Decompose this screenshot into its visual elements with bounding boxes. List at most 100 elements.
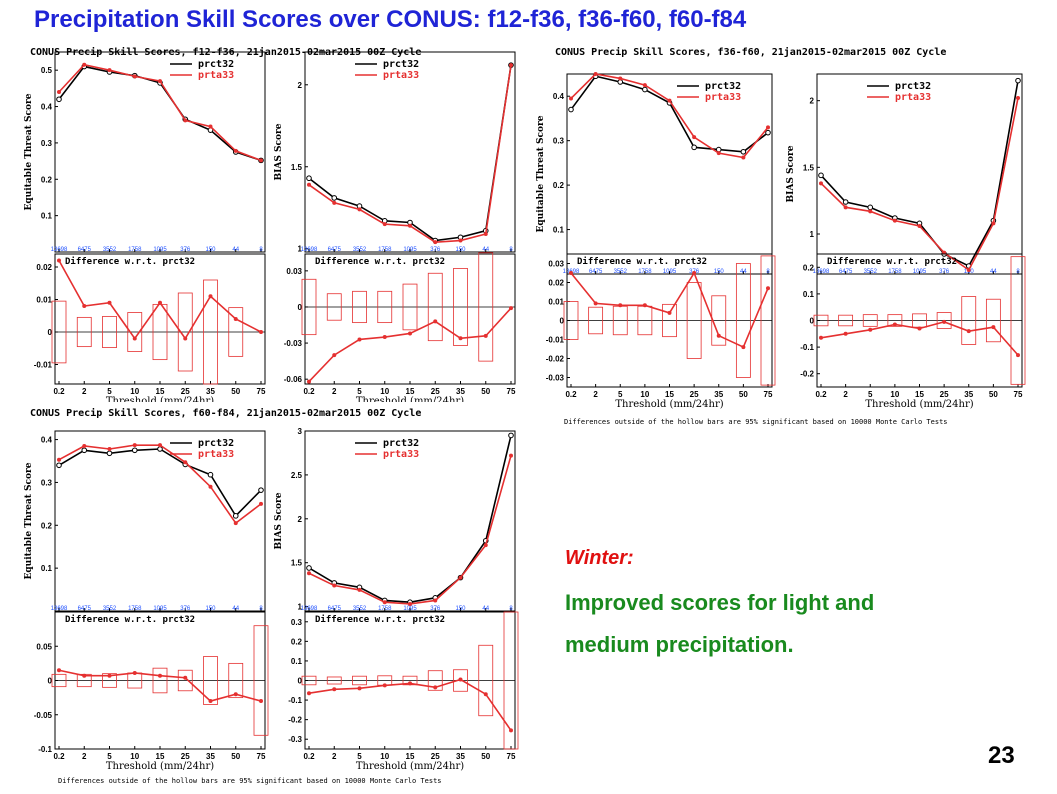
- bias-count-label: 44: [990, 269, 997, 275]
- ets-diff-diff-point: [667, 310, 672, 315]
- ets-diff-significance-bar: [51, 300, 67, 364]
- ets-diff-significance-bar: [686, 282, 702, 359]
- bias-diff-ytick-label: 0.1: [803, 290, 815, 299]
- bias-diff-title: Difference w.r.t. prct32: [315, 256, 445, 267]
- bias-diff-diff-point: [917, 326, 922, 331]
- bias-plot: 1 1.5 2 BIAS Score 13698 6475 3552 1758 1095 376 1…: [274, 51, 516, 254]
- ets-diff-ytick-label: -0.1: [38, 745, 52, 754]
- bias-diff-significance-bar: [813, 314, 829, 327]
- ets-diff-significance-bar: [228, 307, 244, 357]
- ets-diff-xtick-label: 15: [156, 752, 165, 761]
- ets-legend-label-prta33: prta33: [705, 92, 741, 103]
- ets-diff-significance-bar: [177, 669, 193, 692]
- bias-diff-plot: -0.2-0.100.10.20.2 2 5 10 15 25 35 50 75Threshol…: [800, 253, 1026, 410]
- bias-diff-diff-point: [942, 319, 947, 324]
- bias-count-label: 1095: [913, 269, 927, 275]
- bias-count-label: 3552: [353, 606, 367, 612]
- bias-diff-xtick-label: 25: [940, 390, 949, 399]
- ets-diff-ytick-label: -0.05: [34, 711, 53, 720]
- ets-point-prta33: [208, 124, 213, 129]
- bias-count-label: 8: [509, 247, 513, 253]
- ets-point-prta33: [692, 135, 697, 140]
- bias-line-prct32: [820, 80, 1019, 268]
- bias-diff-xlabel: Threshold (mm/24hr): [356, 761, 464, 772]
- ets-point-prta33: [741, 155, 746, 160]
- bias-point-prct32: [1015, 77, 1021, 84]
- ets-point-prct32: [131, 447, 138, 454]
- bias-count-label: 150: [964, 269, 975, 275]
- ets-point-prct32: [56, 96, 62, 103]
- bias-frame: [816, 73, 1023, 275]
- bias-point-prta33: [332, 200, 337, 205]
- bias-point-prta33: [843, 205, 848, 210]
- bias-diff-xtick-label: 25: [431, 387, 440, 396]
- bias-point-prta33: [509, 63, 513, 68]
- bias-point-prta33: [307, 182, 311, 187]
- bias-point-prct32: [306, 565, 312, 571]
- bias-point-prta33: [332, 583, 337, 588]
- bias-point-prta33: [433, 240, 438, 245]
- bias-count-label: 6475: [839, 269, 853, 275]
- ets-diff-xtick-label: 5: [107, 752, 112, 761]
- bias-count-label: 376: [939, 269, 950, 275]
- ets-ytick-label: 0.3: [41, 478, 53, 487]
- ets-point-prct32: [642, 86, 648, 93]
- bias-plot: 1 1.5 2 BIAS Score 13698 6475 3552 1758 1095 376 1…: [786, 73, 1023, 275]
- bias-diff-ytick-label: 0.03: [286, 267, 302, 276]
- bias-ylabel: BIAS Score: [274, 492, 284, 549]
- bias-count-label: 1758: [378, 606, 392, 612]
- ets-count-label: 13698: [51, 606, 68, 612]
- ets-diff-diff-point: [569, 271, 573, 275]
- bias-line-prct32: [308, 435, 512, 604]
- ets-diff-ytick-label: 0: [560, 317, 565, 326]
- bias-point-prct32: [306, 175, 312, 182]
- bias-plot: 1 1.5 2 2.5 3 BIAS Score 13698 6475 3552 1758 1095…: [274, 427, 516, 612]
- bias-point-prta33: [917, 224, 922, 228]
- ets-point-prta33: [107, 68, 112, 73]
- bias-count-label: 376: [430, 247, 441, 253]
- bias-count-label: 44: [482, 247, 489, 253]
- bias-diff-significance-bar: [936, 312, 952, 329]
- ets-diff-xtick-label: 35: [206, 752, 215, 761]
- bias-point-prta33: [357, 207, 362, 212]
- ets-point-prta33: [132, 74, 137, 79]
- ets-ytick-label: 0.2: [41, 521, 53, 530]
- ets-diff-xlabel: Threshold (mm/24hr): [106, 396, 214, 402]
- ets-count-label: 44: [740, 269, 747, 275]
- bias-point-prta33: [483, 231, 488, 236]
- ets-count-label: 3552: [103, 606, 117, 612]
- ets-diff-significance-bar: [253, 625, 269, 736]
- bias-count-label: 6475: [328, 606, 342, 612]
- ets-diff-significance-bar: [51, 673, 67, 688]
- ets-diff-xtick-label: 25: [690, 390, 699, 399]
- bias-count-label: 13698: [301, 606, 318, 612]
- bias-line-prta33: [308, 455, 512, 605]
- ets-diff-diff-point: [618, 303, 623, 308]
- bias-point-prta33: [868, 209, 873, 214]
- ets-diff-xtick-label: 10: [130, 752, 139, 761]
- bias-diff-xtick-label: 5: [357, 387, 362, 396]
- ets-diff-ytick-label: 0.03: [548, 260, 564, 269]
- bias-diff-diff-point: [332, 687, 337, 692]
- bias-diff-significance-bar: [478, 644, 494, 717]
- ets-count-label: 1095: [153, 247, 167, 253]
- ets-diff-diff-point: [57, 668, 61, 673]
- ets-point-prct32: [207, 471, 214, 478]
- ets-diff-diff-point: [233, 317, 238, 321]
- ets-diff-diff-point: [132, 336, 137, 341]
- ets-diff-xtick-label: 2: [593, 390, 598, 399]
- ets-diff-xtick-label: 35: [714, 390, 723, 399]
- ets-count-label: 1758: [128, 247, 142, 253]
- bias-diff-significance-bar: [478, 252, 494, 362]
- chart-panel-f60-f84: CONUS Precip Skill Scores, f60-f84, 21ja…: [20, 405, 520, 789]
- ets-diff-diff-point: [158, 673, 162, 678]
- chart-panel-f36-f60: CONUS Precip Skill Scores, f36-f60, 21ja…: [527, 44, 1032, 429]
- footnote: Differences outside of the hollow bars a…: [564, 418, 948, 426]
- bias-diff-ytick-label: -0.06: [284, 375, 303, 384]
- ets-ytick-label: 0.4: [41, 103, 53, 112]
- ets-diff-diff-point: [766, 286, 770, 291]
- ets-point-prta33: [233, 148, 238, 153]
- ets-count-label: 150: [205, 247, 216, 253]
